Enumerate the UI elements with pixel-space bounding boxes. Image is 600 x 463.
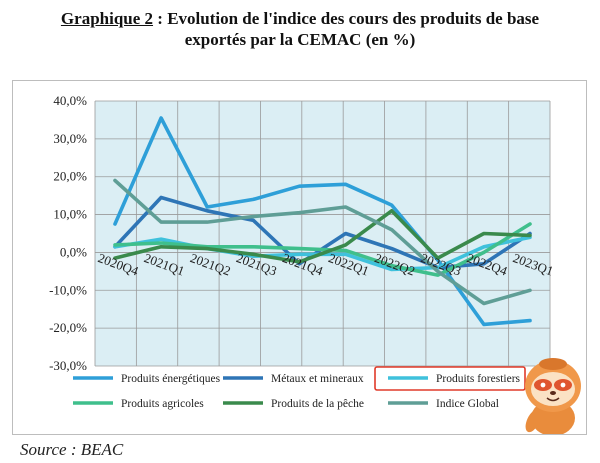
chart-title: Graphique 2 : Evolution de l'indice des … — [0, 8, 600, 50]
legend-label: Produits forestiers — [436, 373, 521, 385]
series-line — [113, 222, 532, 277]
y-tick-label: 10,0% — [53, 207, 87, 222]
source-note: Source : BEAC — [20, 440, 124, 459]
y-tick-label: -10,0% — [49, 282, 87, 297]
legend-label: Produits énergétiques — [121, 373, 221, 385]
series-line — [113, 209, 532, 264]
legend-label: Produits de la pêche — [271, 398, 364, 410]
chart-area: 40,0% 30,0% 20,0% 10,0% 0,0% -10,0% -20,0% -30,… — [12, 80, 587, 435]
line-chart: 40,0% 30,0% 20,0% 10,0% 0,0% -10,0% -20,0% -30,… — [49, 93, 581, 434]
y-tick-label: -20,0% — [49, 320, 87, 335]
series-line — [113, 116, 532, 327]
y-tick-label: -30,0% — [49, 358, 87, 373]
plot-background — [95, 101, 550, 366]
legend-highlight-box — [374, 366, 526, 391]
y-tick-label: 20,0% — [53, 169, 87, 184]
sloth-mascot-icon — [525, 358, 581, 434]
legend-label: Métaux et mineraux — [271, 373, 364, 385]
title-label: Graphique 2 — [60, 9, 154, 28]
title-line-2: exportés par la CEMAC (en %) — [184, 30, 416, 49]
title-separator: : — [153, 9, 168, 28]
legend-label: Produits agricoles — [121, 398, 204, 410]
y-tick-label: 30,0% — [53, 131, 87, 146]
title-line-1: Evolution de l'indice des cours des prod… — [167, 9, 540, 28]
y-tick-label: 40,0% — [53, 93, 87, 108]
legend-label: Indice Global — [436, 398, 499, 410]
series-line — [113, 178, 532, 306]
y-tick-label: 0,0% — [60, 244, 87, 259]
